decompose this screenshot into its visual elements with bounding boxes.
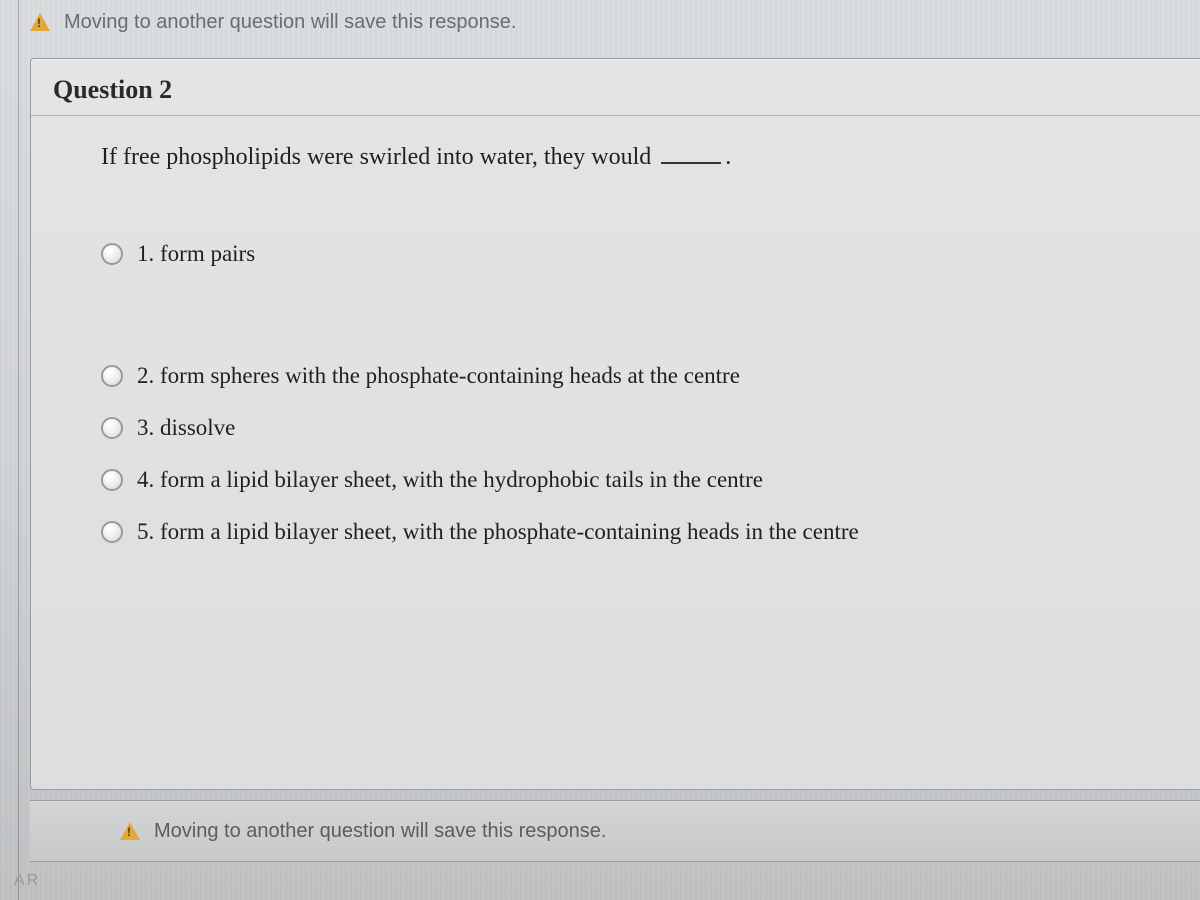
question-title: Question 2 <box>31 59 1200 116</box>
radio-icon <box>101 417 123 439</box>
option-label: 1. form pairs <box>137 241 255 267</box>
radio-icon <box>101 521 123 543</box>
options-group: 1. form pairs 2. form spheres with the p… <box>101 231 1160 555</box>
save-notice-top: Moving to another question will save thi… <box>30 0 1200 44</box>
save-notice-bottom-text: Moving to another question will save thi… <box>154 820 606 843</box>
option-2[interactable]: 2. form spheres with the phosphate-conta… <box>101 353 1160 399</box>
warning-icon <box>30 13 50 31</box>
left-margin-rule <box>18 0 19 900</box>
option-4[interactable]: 4. form a lipid bilayer sheet, with the … <box>101 457 1160 503</box>
save-notice-bottom: Moving to another question will save thi… <box>30 800 1200 862</box>
question-prompt: If free phospholipids were swirled into … <box>101 144 1160 171</box>
radio-icon <box>101 469 123 491</box>
option-label: 4. form a lipid bilayer sheet, with the … <box>137 467 763 493</box>
option-3[interactable]: 3. dissolve <box>101 405 1160 451</box>
option-label: 2. form spheres with the phosphate-conta… <box>137 363 740 389</box>
radio-icon <box>101 243 123 265</box>
radio-icon <box>101 365 123 387</box>
option-label: 5. form a lipid bilayer sheet, with the … <box>137 519 859 545</box>
save-notice-top-text: Moving to another question will save thi… <box>64 11 516 34</box>
fill-blank <box>661 162 721 164</box>
option-5[interactable]: 5. form a lipid bilayer sheet, with the … <box>101 509 1160 555</box>
prompt-text-after: . <box>725 144 731 170</box>
corner-badge: AR <box>14 872 40 890</box>
option-label: 3. dissolve <box>137 415 235 441</box>
warning-icon <box>120 822 140 840</box>
question-card: Question 2 If free phospholipids were sw… <box>30 58 1200 790</box>
prompt-text-before: If free phospholipids were swirled into … <box>101 144 651 170</box>
quiz-screen: Moving to another question will save thi… <box>0 0 1200 900</box>
option-1[interactable]: 1. form pairs <box>101 231 1160 277</box>
question-body: If free phospholipids were swirled into … <box>31 116 1200 575</box>
